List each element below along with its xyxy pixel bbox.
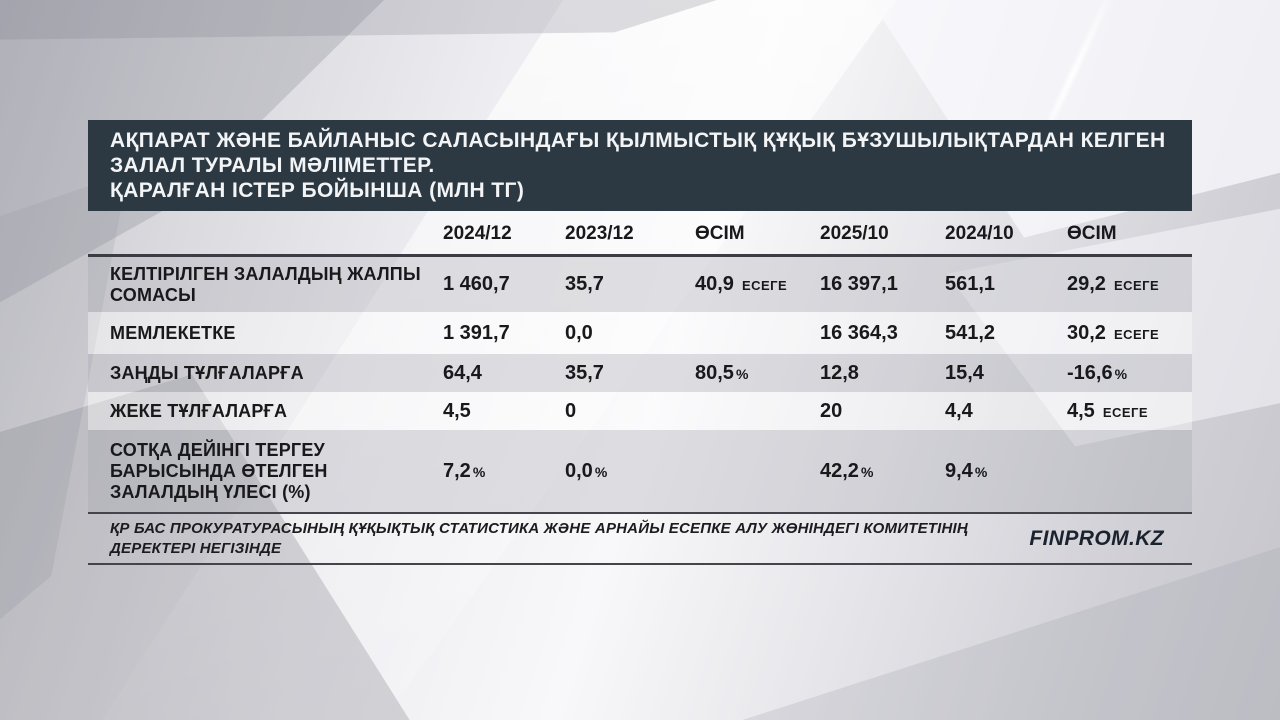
cell-value: 64,4 xyxy=(443,361,482,384)
cell-value: -16,6 xyxy=(1067,361,1113,384)
footer: ҚР БАС ПРОКУРАТУРАСЫНЫҢ ҚҰҚЫҚТЫҚ СТАТИСТ… xyxy=(88,512,1192,566)
cell-value: 0,0 xyxy=(565,321,593,344)
table-row: КЕЛТІРІЛГЕН ЗАЛАЛДЫҢ ЖАЛПЫ СОМАСЫ 1 460,… xyxy=(88,257,1192,313)
cell: 12,8 xyxy=(820,362,945,385)
cell: 541,2 xyxy=(945,322,1067,345)
row-label: ЖЕКЕ ТҰЛҒАЛАРҒА xyxy=(110,400,288,421)
cell-suffix: % xyxy=(472,463,486,480)
cell-suffix: ЕСЕГЕ xyxy=(1102,404,1149,420)
cell-suffix: % xyxy=(860,463,874,480)
title-sub: ҚАРАЛҒАН ІСТЕР БОЙЫНША (МЛН ТГ) xyxy=(110,178,525,202)
cell: 64,4 xyxy=(443,362,565,385)
source-note: ҚР БАС ПРОКУРАТУРАСЫНЫҢ ҚҰҚЫҚТЫҚ СТАТИСТ… xyxy=(110,520,968,557)
title-box: АҚПАРАТ ЖӘНЕ БАЙЛАНЫС САЛАСЫНДАҒЫ ҚЫЛМЫС… xyxy=(88,120,1192,212)
cell: 29,2 ЕСЕГЕ xyxy=(1067,273,1192,296)
row-label: МЕМЛЕКЕТКЕ xyxy=(110,322,236,343)
cell-suffix: % xyxy=(974,463,988,480)
cell: 42,2% xyxy=(820,460,945,483)
cell: 15,4 xyxy=(945,362,1067,385)
cell-value: 29,2 xyxy=(1067,273,1106,296)
cell-value: 0 xyxy=(565,399,577,422)
cell-value: 0,0 xyxy=(565,459,593,482)
cell-suffix: ЕСЕГЕ xyxy=(741,278,788,294)
row-label: ЗАҢДЫ ТҰЛҒАЛАРҒА xyxy=(110,362,304,383)
cell-suffix: % xyxy=(1114,365,1128,382)
cell: 35,7 xyxy=(565,362,695,385)
cell: 35,7 xyxy=(565,273,695,296)
cell-value: 1 391,7 xyxy=(443,321,510,344)
table-row: ЗАҢДЫ ТҰЛҒАЛАРҒА 64,4 35,7 80,5% 12,8 15,4 -1… xyxy=(88,354,1192,393)
column-header: ӨСІМ xyxy=(695,222,745,244)
cell-value: 4,4 xyxy=(945,399,973,422)
cell: -16,6% xyxy=(1067,362,1192,385)
cell: 80,5% xyxy=(695,362,820,385)
cell-value: 4,5 xyxy=(1067,399,1095,422)
cell: 30,2 ЕСЕГЕ xyxy=(1067,322,1192,345)
cell-value: 561,1 xyxy=(945,273,996,296)
cell: 16 364,3 xyxy=(820,322,945,345)
cell: 0,0% xyxy=(565,460,695,483)
cell: 7,2% xyxy=(443,460,565,483)
cell: 1 460,7 xyxy=(443,273,565,296)
cell: 20 xyxy=(820,400,945,423)
column-header: 2024/10 xyxy=(945,222,1014,244)
cell: 0,0 xyxy=(565,322,695,345)
cell-value: 80,5 xyxy=(695,361,734,384)
data-table: 2024/12 2023/12 ӨСІМ 2025/10 2024/10 ӨСІ… xyxy=(88,211,1192,513)
cell: 4,5 ЕСЕГЕ xyxy=(1067,400,1192,423)
table-row: СОТҚА ДЕЙІНГІ ТЕРГЕУ БАРЫСЫНДА ӨТЕЛГЕН З… xyxy=(88,430,1192,513)
column-header: 2025/10 xyxy=(820,222,889,244)
cell-value: 7,2 xyxy=(443,459,471,482)
cell-value: 16 364,3 xyxy=(820,321,898,344)
infographic-content: АҚПАРАТ ЖӘНЕ БАЙЛАНЫС САЛАСЫНДАҒЫ ҚЫЛМЫС… xyxy=(88,120,1192,566)
cell-value: 40,9 xyxy=(695,273,734,296)
cell: 40,9 ЕСЕГЕ xyxy=(695,273,820,296)
cell: 4,4 xyxy=(945,400,1067,423)
cell: 0 xyxy=(565,400,695,423)
cell-value: 541,2 xyxy=(945,321,996,344)
column-header: 2024/12 xyxy=(443,222,512,244)
cell-value: 35,7 xyxy=(565,361,604,384)
row-label: СОТҚА ДЕЙІНГІ ТЕРГЕУ БАРЫСЫНДА ӨТЕЛГЕН З… xyxy=(110,439,328,502)
cell: 1 391,7 xyxy=(443,322,565,345)
cell-value: 42,2 xyxy=(820,459,859,482)
table-header-row: 2024/12 2023/12 ӨСІМ 2025/10 2024/10 ӨСІ… xyxy=(88,211,1192,258)
cell: 561,1 xyxy=(945,273,1067,296)
cell-value: 4,5 xyxy=(443,399,471,422)
cell-value: 35,7 xyxy=(565,273,604,296)
cell-suffix: % xyxy=(594,463,608,480)
cell: 16 397,1 xyxy=(820,273,945,296)
cell-suffix: ЕСЕГЕ xyxy=(1113,278,1160,294)
cell-value: 9,4 xyxy=(945,459,973,482)
table-row: МЕМЛЕКЕТКЕ 1 391,7 0,0 16 364,3 541,2 30,2 ЕС… xyxy=(88,312,1192,355)
column-header: 2023/12 xyxy=(565,222,634,244)
column-header: ӨСІМ xyxy=(1067,222,1117,244)
cell-value: 20 xyxy=(820,399,843,422)
row-label: КЕЛТІРІЛГЕН ЗАЛАЛДЫҢ ЖАЛПЫ СОМАСЫ xyxy=(110,263,421,305)
cell-suffix: ЕСЕГЕ xyxy=(1113,326,1160,342)
cell-value: 16 397,1 xyxy=(820,273,898,296)
table-body: КЕЛТІРІЛГЕН ЗАЛАЛДЫҢ ЖАЛПЫ СОМАСЫ 1 460,… xyxy=(88,257,1192,513)
cell-suffix: % xyxy=(735,365,749,382)
cell: 9,4% xyxy=(945,460,1067,483)
table-row: ЖЕКЕ ТҰЛҒАЛАРҒА 4,5 0 20 4,4 4,5 ЕСЕГЕ xyxy=(88,392,1192,431)
cell-value: 15,4 xyxy=(945,361,984,384)
cell-value: 1 460,7 xyxy=(443,273,510,296)
cell-value: 12,8 xyxy=(820,361,859,384)
brand-logo: FINPROM.KZ xyxy=(1029,526,1164,550)
title-main: АҚПАРАТ ЖӘНЕ БАЙЛАНЫС САЛАСЫНДАҒЫ ҚЫЛМЫС… xyxy=(110,129,1166,177)
cell: 4,5 xyxy=(443,400,565,423)
cell-value: 30,2 xyxy=(1067,321,1106,344)
